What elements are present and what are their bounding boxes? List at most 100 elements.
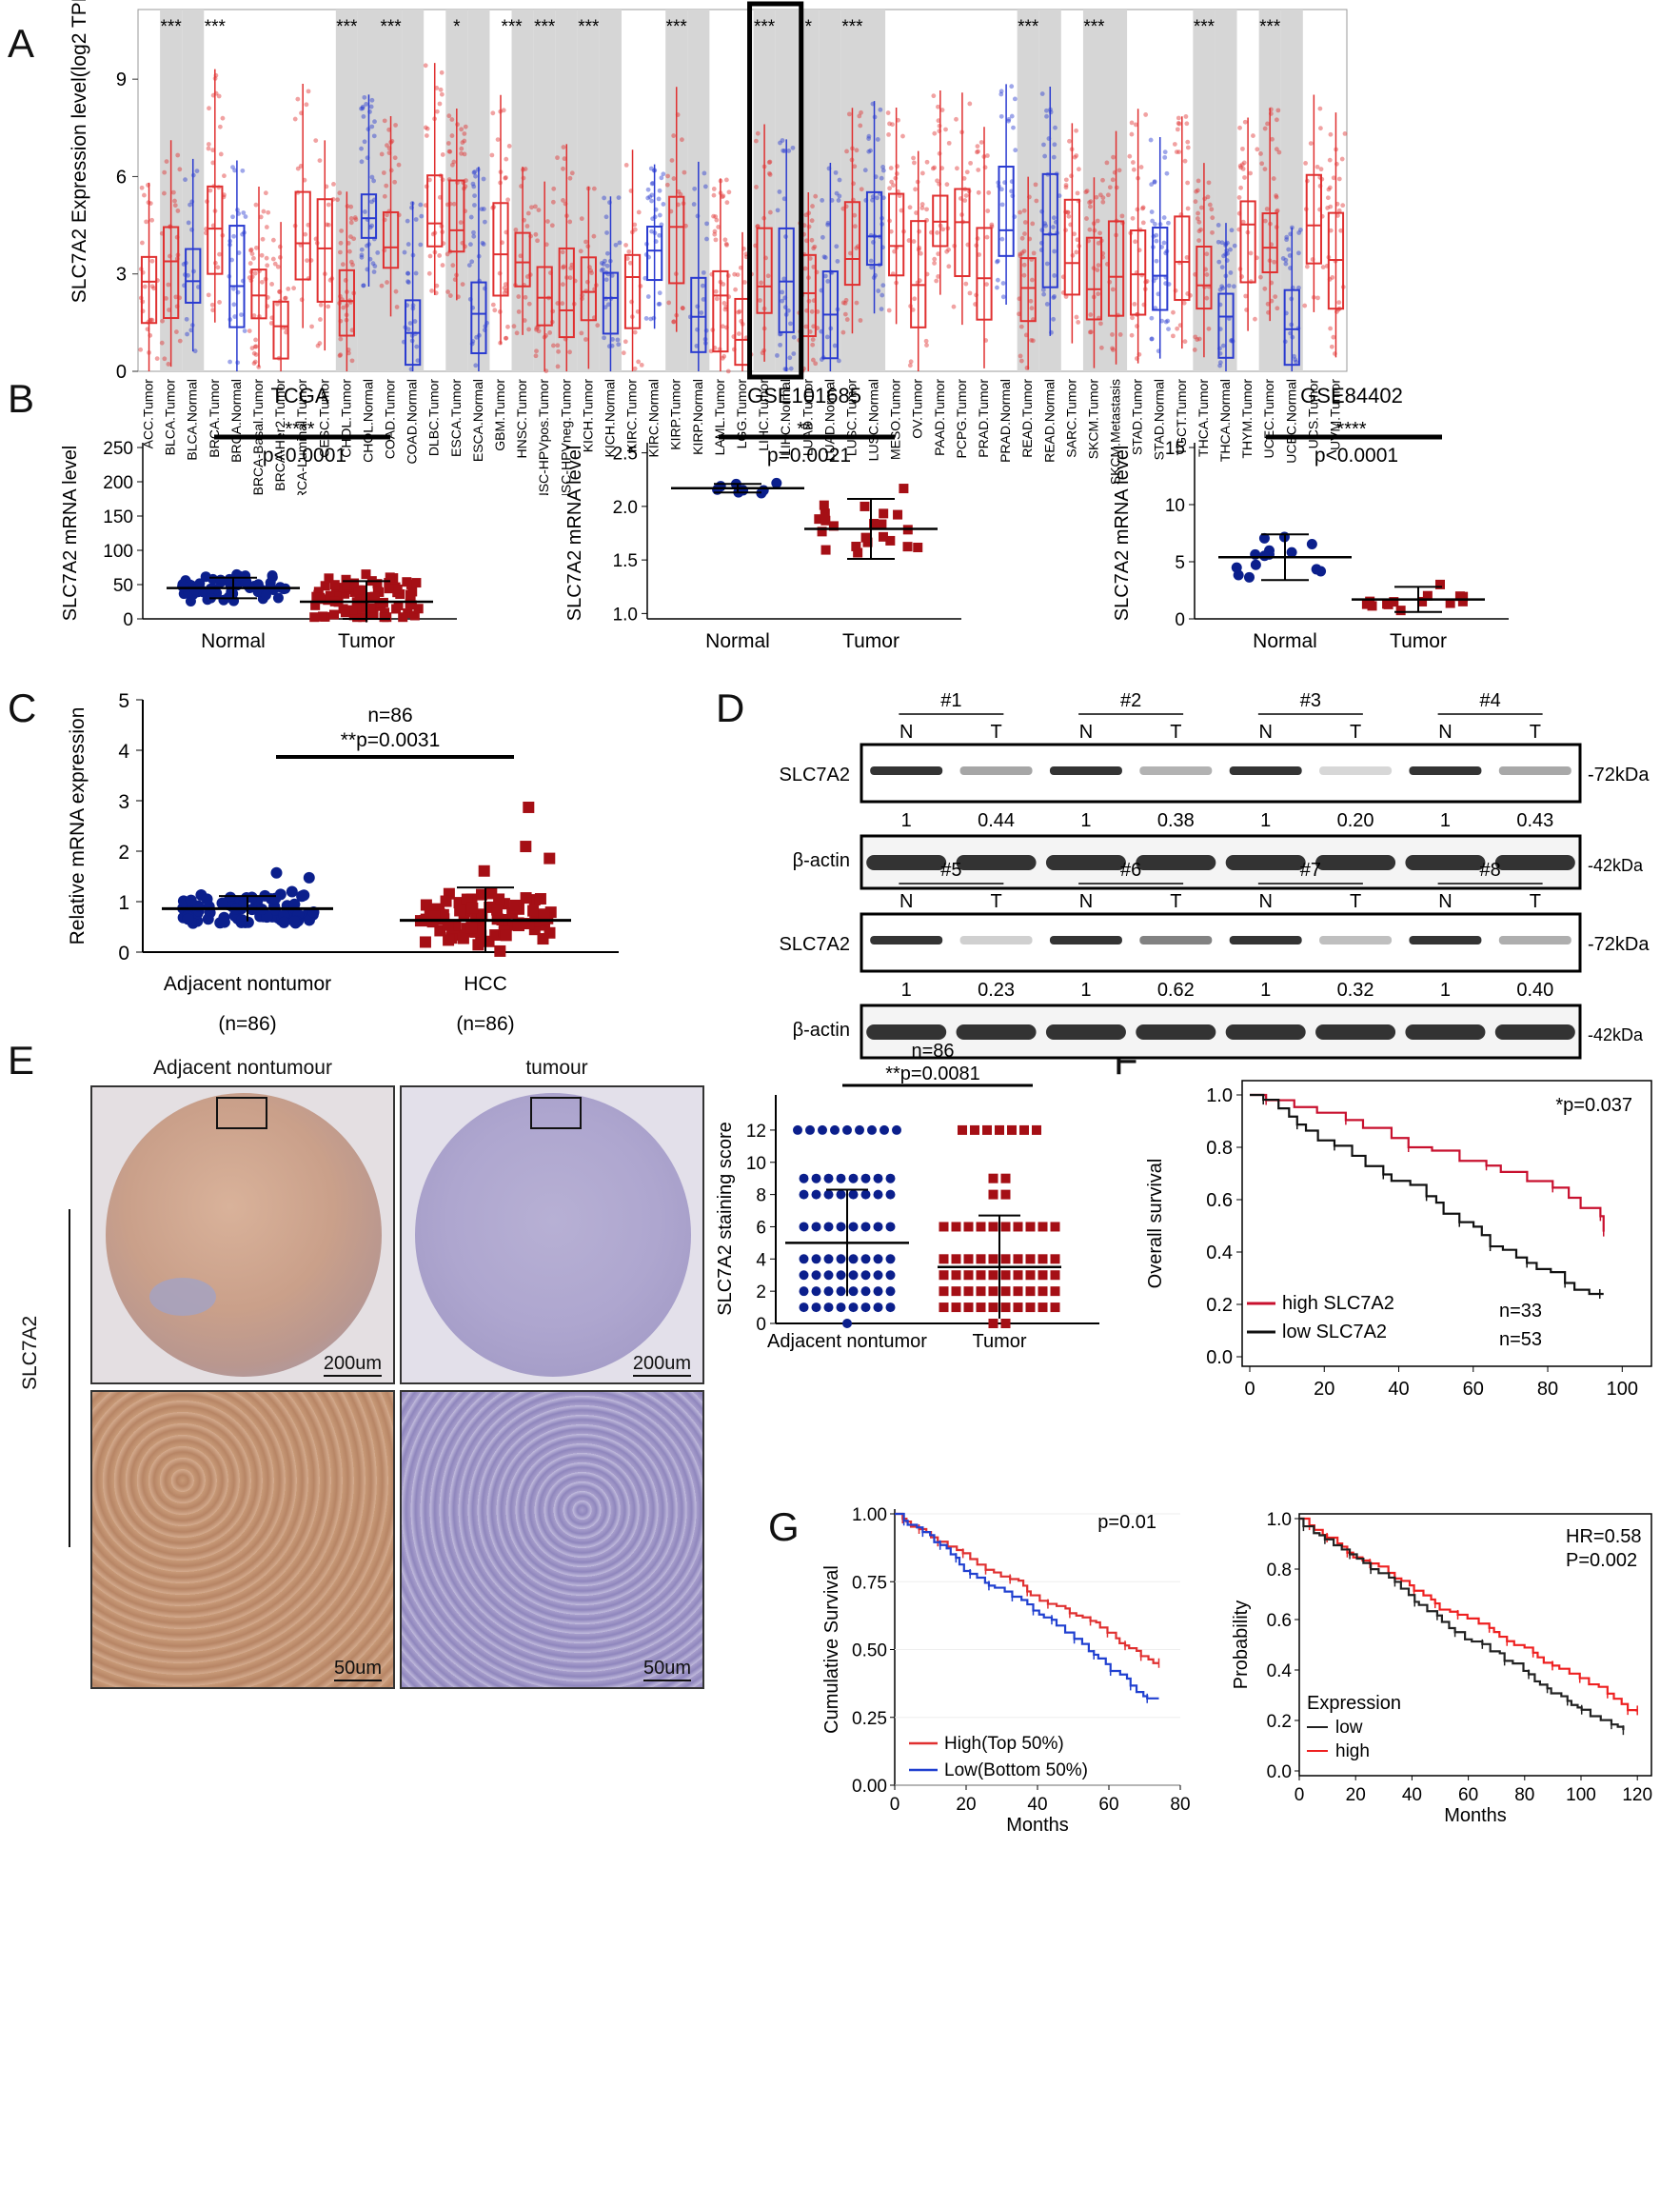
- panel-a-point: [451, 201, 457, 207]
- panel-a-point: [326, 222, 331, 228]
- panel-a-point: [518, 253, 524, 259]
- panel-a-point: [446, 149, 452, 154]
- panel-a-point: [1328, 131, 1334, 137]
- panel-a-point: [695, 213, 701, 219]
- panel-a-point: [803, 212, 809, 218]
- panel-a-point: [1220, 286, 1226, 291]
- panel-a-point: [954, 166, 959, 171]
- panel-a-point: [434, 109, 440, 114]
- panel-e-point: [1025, 1254, 1036, 1264]
- panel-a-point: [1336, 208, 1342, 213]
- panel-a-point: [248, 248, 253, 253]
- panel-c-point: [440, 895, 452, 907]
- panel-d-control-label: β-actin: [793, 850, 850, 871]
- panel-b-point: [224, 573, 235, 585]
- panel-d-target-band: [1139, 766, 1213, 775]
- panel-a-point: [405, 270, 410, 276]
- panel-b-point: [819, 500, 829, 510]
- panel-d-ratio: 0.44: [978, 810, 1015, 831]
- panel-g2-ytick-label: 0.6: [1267, 1611, 1292, 1631]
- panel-e-point: [860, 1222, 871, 1232]
- panel-e-point: [1032, 1124, 1041, 1135]
- panel-a-point: [1088, 204, 1093, 209]
- panel-g2-curve-low: [1299, 1517, 1625, 1731]
- panel-f-xtick-label: 100: [1607, 1379, 1638, 1400]
- panel-b-point: [860, 532, 871, 543]
- panel-b-point: [814, 514, 824, 525]
- panel-a-point: [139, 185, 145, 190]
- panel-a-ytick-label: 3: [116, 265, 127, 286]
- panel-d-lane-label: N: [899, 722, 913, 743]
- panel-a-point: [414, 344, 420, 349]
- panel-b-point: [315, 592, 326, 603]
- panel-a-point: [963, 281, 969, 287]
- panel-a-point: [1308, 141, 1314, 146]
- panel-b-ytick-label: 15: [1165, 439, 1185, 459]
- panel-d-target-band: [1498, 936, 1571, 944]
- panel-a-point: [852, 224, 858, 229]
- panel-a-point: [859, 109, 863, 115]
- panel-a-point: [1152, 179, 1157, 185]
- panel-a-point: [720, 324, 725, 329]
- panel-a-point: [170, 189, 176, 195]
- panel-e-point: [873, 1286, 883, 1297]
- panel-a-point: [418, 242, 424, 248]
- panel-a-point: [270, 256, 276, 262]
- panel-a-xtick-label: THCA.Normal: [1217, 379, 1233, 462]
- panel-c-ytick-label: 4: [118, 741, 129, 763]
- panel-a-point: [502, 286, 507, 290]
- panel-a-point: [1065, 209, 1071, 215]
- panel-a-point: [975, 149, 979, 155]
- panel-d-ratio: 0.23: [978, 980, 1015, 1001]
- panel-a-point: [555, 155, 560, 161]
- panel-d-control-band: [1136, 1024, 1216, 1040]
- panel-g1-xlabel: Months: [1006, 1815, 1069, 1836]
- panel-a-point: [995, 258, 1000, 264]
- panel-b-xlabel: Normal: [1253, 630, 1317, 652]
- panel-a-point: [723, 177, 729, 183]
- panel-a-point: [919, 170, 925, 176]
- panel-a-point: [462, 151, 467, 157]
- panel-b-ytick-label: 200: [103, 473, 133, 493]
- panel-a-point: [1006, 116, 1012, 122]
- panel-a-point: [1176, 149, 1181, 154]
- panel-a-point: [1194, 189, 1199, 194]
- panel-e-ytick-label: 8: [756, 1186, 766, 1206]
- panel-a-point: [1328, 204, 1334, 209]
- panel-a-point: [318, 302, 324, 308]
- panel-a-point: [911, 155, 916, 161]
- panel-c-point: [520, 841, 532, 853]
- panel-a-point: [207, 106, 211, 111]
- panel-a-point: [893, 175, 899, 181]
- panel-a-point: [591, 186, 597, 191]
- panel-a-point: [208, 188, 213, 193]
- panel-a-point: [822, 273, 828, 279]
- panel-a-point: [396, 162, 402, 168]
- panel-b-point: [1315, 566, 1327, 577]
- panel-a-point: [1074, 153, 1079, 158]
- panel-e-point: [873, 1270, 883, 1281]
- panel-a-point: [1221, 253, 1226, 259]
- panel-g2-legend-label: high: [1335, 1741, 1370, 1761]
- panel-e-point: [811, 1222, 821, 1232]
- panel-a-point: [741, 280, 747, 285]
- panel-b-point: [1454, 591, 1465, 602]
- panel-g2-ylabel: Probability: [1231, 1600, 1252, 1689]
- panel-a-point: [791, 334, 797, 340]
- panel-c-point: [236, 914, 248, 926]
- panel-b-point: [313, 587, 324, 597]
- panel-a-point: [778, 342, 782, 348]
- panel-a-point: [437, 101, 443, 107]
- panel-a-xtick-label: KIRP.Tumor: [668, 379, 683, 450]
- panel-e-point: [963, 1270, 974, 1281]
- panel-a-ytick-label: 6: [116, 167, 127, 188]
- panel-b-point: [828, 521, 839, 531]
- panel-a-significance-band: [599, 10, 622, 371]
- panel-g2-legend-title: Expression: [1307, 1693, 1401, 1714]
- panel-a-point: [1253, 316, 1257, 322]
- panel-a-point: [603, 305, 608, 310]
- panel-a-point: [243, 214, 248, 219]
- panel-a-point: [384, 183, 389, 189]
- panel-a-point: [1066, 213, 1072, 219]
- panel-e-xlabel: Adjacent nontumor: [767, 1331, 927, 1352]
